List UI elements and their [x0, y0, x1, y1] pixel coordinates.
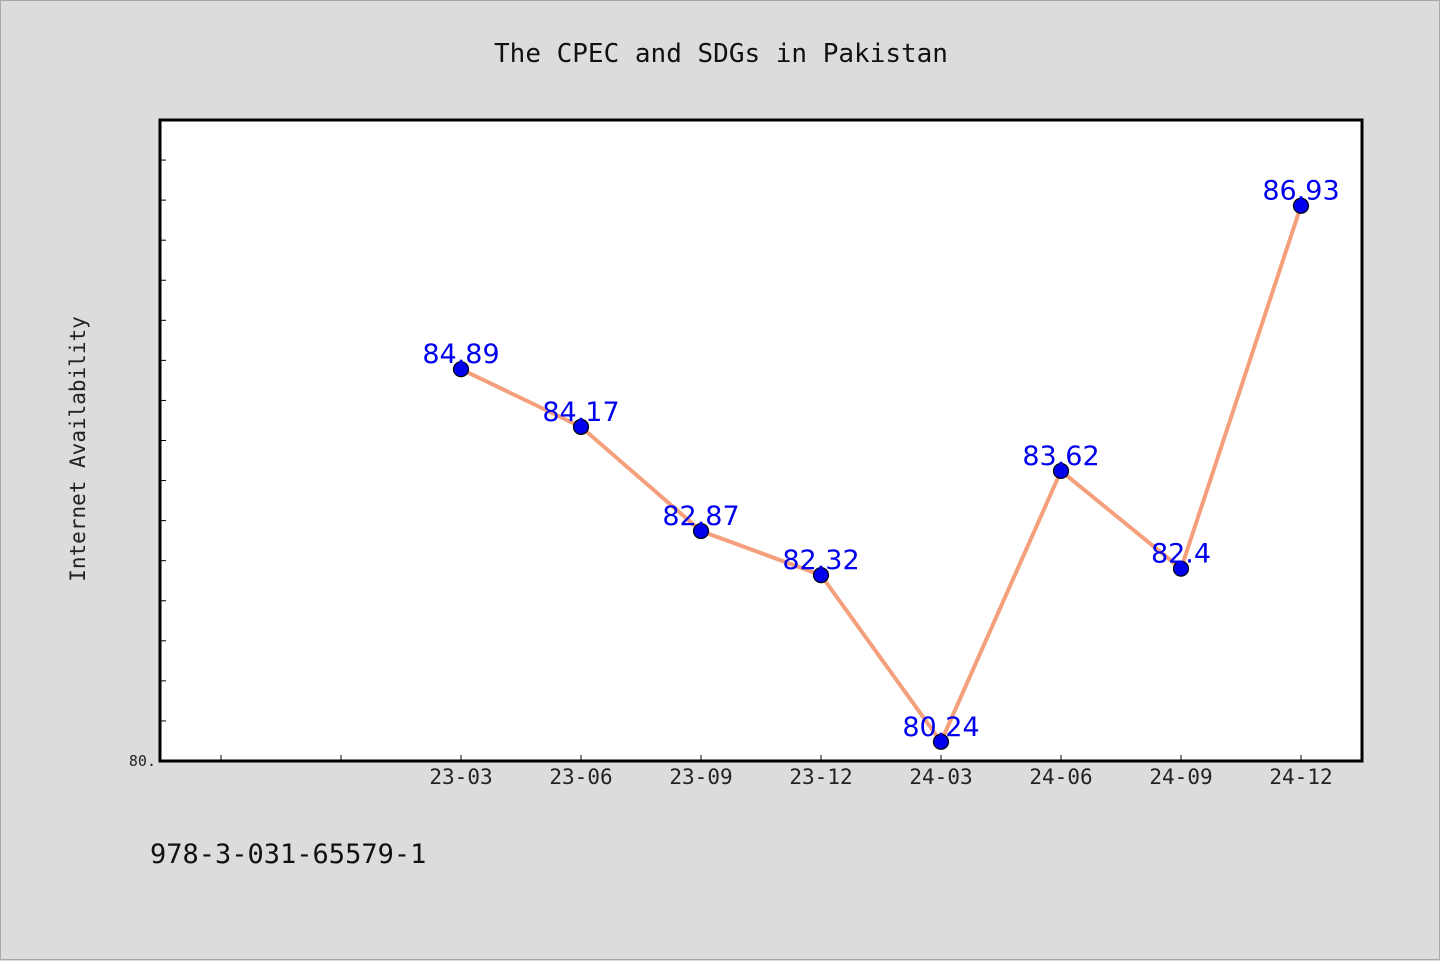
x-tick-label: 23-09: [669, 765, 732, 789]
data-point: [932, 733, 950, 750]
data-point: [1172, 560, 1190, 577]
x-tick-label: 23-12: [789, 765, 852, 789]
x-tick-label: 24-03: [909, 765, 972, 789]
series-group: 84.89 84.17 82.87 82.32 80.24 83.62 82.4 86.93: [422, 176, 1340, 750]
data-label: 83.62: [1022, 441, 1099, 472]
isbn-text: 978-3-031-65579-1: [150, 839, 426, 870]
series-line: [459, 203, 1303, 744]
plot-area: [158, 118, 1364, 763]
x-tick-label: 24-06: [1029, 765, 1092, 789]
chart-title: The CPEC and SDGs in Pakistan: [494, 39, 948, 69]
x-tick-label: 24-12: [1269, 765, 1332, 789]
x-axis-ticks: [220, 755, 1302, 761]
data-point: [452, 361, 470, 378]
x-tick-label: 23-06: [549, 765, 612, 789]
data-point: [1052, 462, 1070, 480]
data-point: [1292, 197, 1310, 214]
data-label: 80.24: [902, 712, 979, 743]
y-axis-ticks: [160, 119, 166, 762]
data-label: 86.93: [1262, 176, 1339, 207]
x-tick-label: 24-09: [1149, 765, 1212, 789]
data-label: 82.87: [662, 501, 739, 532]
data-label: 82.32: [782, 545, 859, 576]
data-label: 84.17: [542, 397, 619, 428]
data-point: [812, 567, 830, 584]
data-label: 82.4: [1151, 539, 1211, 570]
x-axis-tick-labels: 23-03 23-06 23-09 23-12 24-03 24-06 24-09 24-12: [429, 765, 1332, 789]
y-axis-title: Internet Availability: [66, 316, 90, 582]
data-point: [572, 418, 590, 435]
y-tick-label: 80.: [129, 752, 156, 770]
data-label: 84.89: [422, 339, 499, 370]
x-tick-label: 23-03: [429, 765, 492, 789]
data-point: [692, 522, 710, 540]
